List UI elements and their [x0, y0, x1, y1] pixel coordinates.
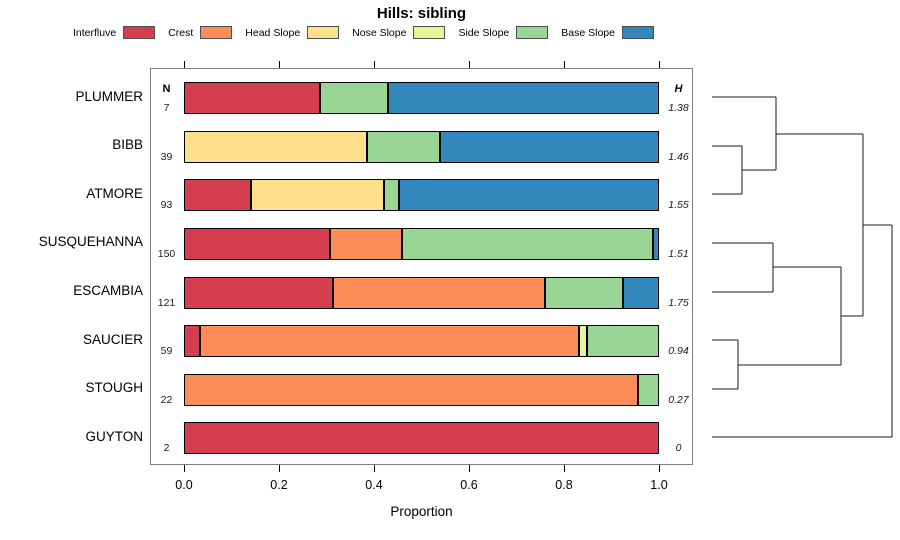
axis-tick [279, 61, 280, 68]
row-label: PLUMMER [75, 88, 143, 104]
h-value: 0 [675, 442, 682, 454]
bar-segment [184, 131, 367, 163]
axis-tick [184, 61, 185, 68]
bar-segment [330, 228, 402, 260]
bar-segment [251, 179, 384, 211]
h-value: 0.27 [668, 394, 689, 406]
bar-segment [579, 325, 587, 357]
legend-label: Interfluve [73, 26, 117, 39]
axis-tick [184, 465, 185, 472]
legend-item: Head Slope [245, 26, 340, 39]
h-value: 0.94 [668, 345, 689, 357]
legend-item: Base Slope [561, 26, 654, 39]
legend-swatch [200, 26, 233, 39]
row-label: STOUGH [85, 380, 143, 396]
h-value: 1.38 [668, 102, 689, 114]
legend-swatch [516, 26, 549, 39]
axis-tick [469, 465, 470, 472]
bar-segment [388, 82, 659, 114]
legend-item: Interfluve [73, 26, 156, 39]
axis-tick [659, 61, 660, 68]
row-label: ESCAMBIA [73, 283, 143, 298]
bar-segment [184, 325, 200, 357]
legend-label: Base Slope [561, 26, 615, 39]
legend-label: Crest [168, 26, 194, 39]
legend-label: Nose Slope [352, 26, 407, 39]
h-value: 1.51 [668, 248, 689, 260]
legend-swatch [621, 26, 654, 39]
n-value: 121 [157, 297, 176, 309]
bar-segment [440, 131, 659, 163]
bar-segment [638, 374, 659, 406]
legend-item: Crest [168, 26, 233, 39]
axis-tick-label: 1.0 [650, 478, 668, 492]
row-label: BIBB [112, 137, 143, 153]
axis-tick-label: 0.8 [555, 478, 573, 492]
legend-swatch [307, 26, 340, 39]
bar-segment [399, 179, 659, 211]
n-value: 150 [157, 248, 176, 260]
bar-segment [184, 82, 320, 114]
axis-tick [469, 61, 470, 68]
h-value: 1.46 [668, 151, 689, 163]
n-value: 93 [160, 199, 173, 211]
n-column-header: N [162, 83, 171, 95]
bar-segment [184, 228, 330, 260]
bar-segment [623, 277, 659, 309]
n-value: 39 [160, 151, 173, 163]
legend-swatch [123, 26, 156, 39]
axis-tick-label: 0.0 [175, 478, 193, 492]
legend-item: Nose Slope [352, 26, 446, 39]
bar-segment [587, 325, 659, 357]
legend: Interfluve Crest Head Slope Nose Slope Side … [73, 26, 654, 39]
h-column-header: H [674, 83, 683, 95]
legend-swatch [413, 26, 446, 39]
legend-label: Head Slope [245, 26, 301, 39]
bar-segment [384, 179, 399, 211]
axis-tick-label: 0.2 [270, 478, 288, 492]
axis-tick [279, 465, 280, 472]
legend-label: Side Slope [458, 26, 510, 39]
n-value: 59 [160, 345, 173, 357]
axis-tick-label: 0.6 [460, 478, 478, 492]
chart-title: Hills: sibling [376, 5, 467, 22]
axis-tick [659, 465, 660, 472]
row-label: SAUCIER [82, 331, 143, 347]
h-value: 1.75 [668, 297, 689, 309]
bar-segment [184, 277, 333, 309]
bar-segment [333, 277, 545, 309]
bar-segment [320, 82, 388, 114]
axis-tick-label: 0.4 [365, 478, 383, 492]
plot-area: N H Proportion 7 1.38 39 1.46 93 1.55 150 1.51 1… [150, 61, 693, 519]
axis-tick [374, 61, 375, 68]
bar-segment [545, 277, 623, 309]
n-value: 7 [163, 102, 170, 114]
bar-segment [367, 131, 440, 163]
h-value: 1.55 [668, 199, 689, 211]
n-value: 22 [160, 394, 173, 406]
axis-tick [374, 465, 375, 472]
row-label: GUYTON [85, 428, 143, 444]
bar-segment [184, 374, 638, 406]
axis-tick [564, 465, 565, 472]
row-label: SUSQUEHANNA [38, 234, 143, 250]
bar-segment [184, 179, 251, 211]
bar-segment [200, 325, 579, 357]
row-label: ATMORE [86, 185, 143, 201]
bar-segment [184, 422, 659, 454]
axis-tick [564, 61, 565, 68]
bar-segment [402, 228, 653, 260]
bar-segment [653, 228, 659, 260]
legend-item: Side Slope [458, 26, 549, 39]
x-axis-title: Proportion [390, 504, 453, 519]
n-value: 2 [163, 442, 170, 454]
